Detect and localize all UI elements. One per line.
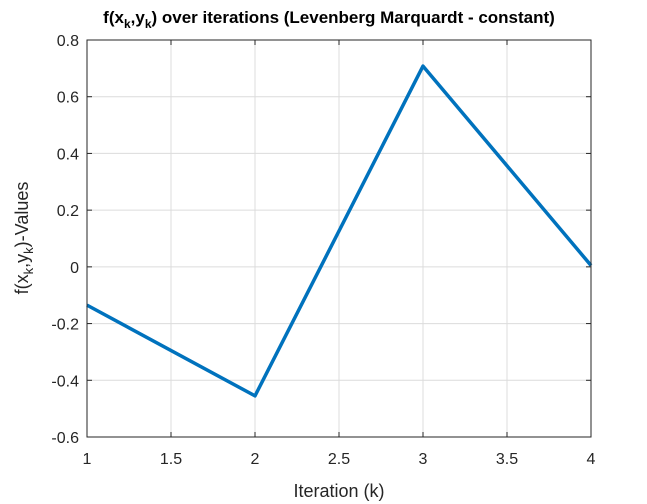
ticks	[86, 39, 592, 438]
chart-title-subscript: k	[124, 17, 131, 31]
chart-title: f(xk,yk) over iterations (Levenberg Marq…	[103, 8, 555, 31]
x-axis-label: Iteration (k)	[293, 481, 384, 501]
chart-title-part: ,y	[131, 8, 146, 27]
y-tick-label: 0.8	[57, 33, 79, 50]
series-layer	[86, 64, 593, 398]
y-axis-label-subscript: k	[21, 247, 36, 254]
y-axis-label: f(xk,yk)-Values	[12, 182, 36, 295]
y-tick-label: -0.6	[51, 430, 79, 447]
x-tick-label: 2.5	[328, 451, 350, 468]
x-tick-label: 1.5	[160, 451, 182, 468]
y-axis-label-part: )-Values	[12, 182, 32, 248]
y-axis-label-part: f(x	[12, 274, 32, 294]
grid	[86, 39, 592, 438]
y-axis-label-subscript: k	[21, 267, 36, 274]
y-tick-label: 0.2	[57, 203, 79, 220]
chart-title-part: f(x	[103, 8, 124, 27]
y-tick-labels: -0.6 -0.4 -0.2 0 0.2 0.4 0.6 0.8	[51, 33, 79, 447]
y-tick-label: 0	[70, 260, 79, 277]
y-tick-label: 0.4	[57, 146, 79, 163]
x-tick-label: 2	[251, 451, 260, 468]
y-tick-label: -0.4	[51, 373, 79, 390]
x-tick-label: 3.5	[496, 451, 518, 468]
y-axis-label-part: ,y	[12, 254, 32, 268]
series-line	[86, 64, 593, 398]
x-tick-labels: 1 1.5 2 2.5 3 3.5 4	[83, 451, 596, 468]
x-tick-label: 4	[587, 451, 596, 468]
chart-title-part: ) over iterations (Levenberg Marquardt -…	[152, 8, 555, 27]
chart-title-subscript: k	[145, 17, 152, 31]
x-tick-label: 3	[419, 451, 428, 468]
x-tick-label: 1	[83, 451, 92, 468]
y-tick-label: -0.2	[51, 317, 79, 334]
y-tick-label: 0.6	[57, 90, 79, 107]
